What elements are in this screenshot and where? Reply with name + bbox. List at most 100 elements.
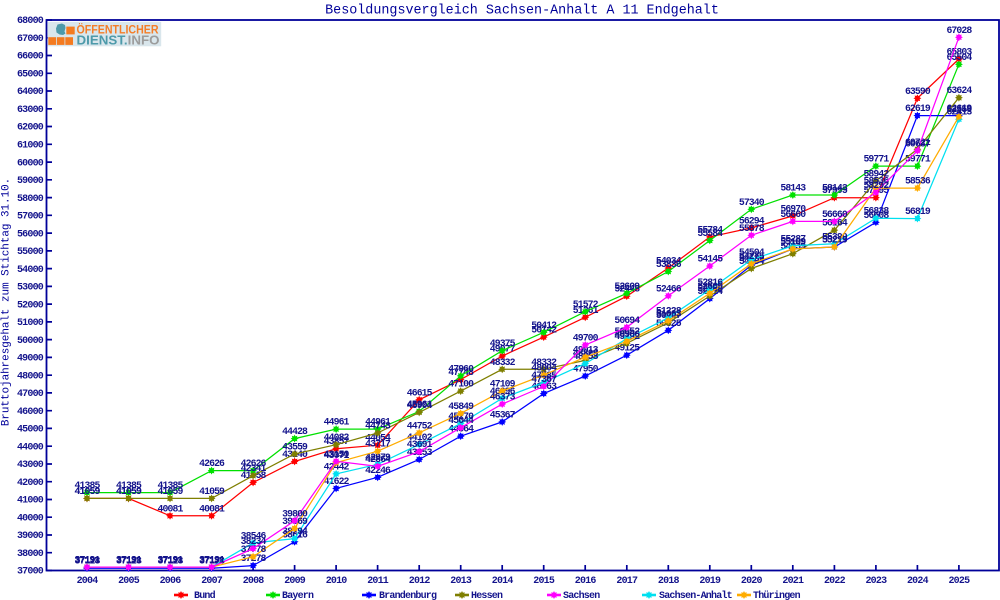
svg-text:43000: 43000 [17,460,44,471]
svg-text:49000: 49000 [17,354,44,365]
svg-text:65000: 65000 [17,70,44,81]
svg-text:41059: 41059 [158,486,184,497]
svg-text:49375: 49375 [490,338,516,349]
svg-text:49013: 49013 [573,345,599,356]
svg-text:41385: 41385 [158,480,184,491]
svg-text:58292: 58292 [863,180,889,191]
svg-text:37000: 37000 [17,567,44,578]
svg-text:37191: 37191 [199,555,225,566]
svg-text:2007: 2007 [201,576,223,587]
svg-text:40000: 40000 [17,513,44,524]
svg-text:2025: 2025 [948,576,970,587]
svg-text:37128: 37128 [116,556,142,567]
svg-text:38546: 38546 [241,531,267,542]
svg-text:43857: 43857 [324,436,350,447]
svg-text:Bund: Bund [194,590,216,600]
svg-text:68000: 68000 [17,16,44,27]
svg-text:58942: 58942 [863,168,889,179]
svg-text:44743: 44743 [365,421,391,432]
svg-text:2010: 2010 [326,576,348,587]
svg-text:51000: 51000 [17,318,44,329]
svg-text:37128: 37128 [158,556,184,567]
svg-text:41385: 41385 [75,480,101,491]
svg-text:50052: 50052 [614,326,640,337]
svg-text:45849: 45849 [448,401,474,412]
svg-text:55219: 55219 [822,235,848,246]
svg-text:45961: 45961 [407,399,433,410]
svg-text:53000: 53000 [17,283,44,294]
svg-text:47109: 47109 [490,379,516,390]
svg-text:52448: 52448 [614,284,640,295]
svg-text:52000: 52000 [17,300,44,311]
svg-text:55219: 55219 [822,235,848,246]
svg-text:42000: 42000 [17,478,44,489]
svg-text:55878: 55878 [739,223,765,234]
svg-text:45000: 45000 [17,425,44,436]
svg-text:52609: 52609 [697,281,723,292]
svg-text:46615: 46615 [407,387,433,398]
svg-text:47000: 47000 [17,389,44,400]
svg-text:42864: 42864 [365,454,391,465]
svg-text:47748: 47748 [448,367,474,378]
svg-text:Sachsen-Anhalt: Sachsen-Anhalt [659,590,733,600]
svg-text:37128: 37128 [199,556,225,567]
svg-text:50000: 50000 [17,336,44,347]
svg-text:Hessen: Hessen [471,591,503,600]
svg-text:65803: 65803 [946,47,972,58]
svg-text:38000: 38000 [17,549,44,560]
svg-text:56294: 56294 [739,215,765,226]
svg-text:47100: 47100 [448,379,474,390]
svg-text:41059: 41059 [199,486,225,497]
svg-text:37191: 37191 [158,555,184,566]
svg-text:43717: 43717 [365,439,391,450]
svg-text:42979: 42979 [365,452,391,463]
svg-text:59771: 59771 [905,154,931,165]
svg-text:65504: 65504 [946,52,972,63]
svg-text:41059: 41059 [116,486,142,497]
svg-text:57340: 57340 [739,197,765,208]
svg-text:56000: 56000 [17,229,44,240]
svg-text:44961: 44961 [365,417,391,428]
svg-text:41622: 41622 [324,476,350,487]
svg-text:49906: 49906 [614,329,640,340]
svg-text:54504: 54504 [739,247,765,258]
svg-text:60721: 60721 [905,137,931,148]
svg-text:37191: 37191 [199,555,225,566]
svg-text:41000: 41000 [17,496,44,507]
svg-text:41385: 41385 [116,480,142,491]
svg-text:54275: 54275 [739,251,765,262]
svg-text:2013: 2013 [450,576,472,587]
svg-text:37128: 37128 [75,556,101,567]
svg-text:54034: 54034 [656,256,682,267]
svg-text:42246: 42246 [365,465,391,476]
svg-text:2018: 2018 [658,576,680,587]
svg-text:43559: 43559 [282,442,308,453]
svg-text:DIENST.INFO: DIENST. INFO [77,34,160,48]
svg-text:56970: 56970 [780,203,806,214]
svg-text:38616: 38616 [282,529,308,540]
svg-text:47960: 47960 [448,363,474,374]
svg-text:58536: 58536 [863,176,889,187]
svg-text:63000: 63000 [17,105,44,116]
svg-text:51572: 51572 [573,299,599,310]
svg-text:46373: 46373 [490,392,516,403]
svg-text:41059: 41059 [75,486,101,497]
svg-text:49792: 49792 [614,331,640,342]
svg-text:67028: 67028 [946,25,972,36]
svg-text:38234: 38234 [241,536,267,547]
svg-text:54000: 54000 [17,265,44,276]
svg-text:51063: 51063 [656,308,682,319]
svg-text:58000: 58000 [17,194,44,205]
svg-text:60000: 60000 [17,158,44,169]
svg-text:2019: 2019 [699,576,721,587]
svg-text:62559: 62559 [946,104,972,115]
svg-text:52466: 52466 [656,283,682,294]
svg-text:37191: 37191 [116,555,142,566]
svg-text:37191: 37191 [116,555,142,566]
svg-text:64000: 64000 [17,87,44,98]
svg-text:38794: 38794 [282,526,308,537]
svg-text:62000: 62000 [17,123,44,134]
svg-text:44428: 44428 [282,426,308,437]
svg-text:42341: 42341 [241,463,267,474]
svg-text:56660: 56660 [780,209,806,220]
